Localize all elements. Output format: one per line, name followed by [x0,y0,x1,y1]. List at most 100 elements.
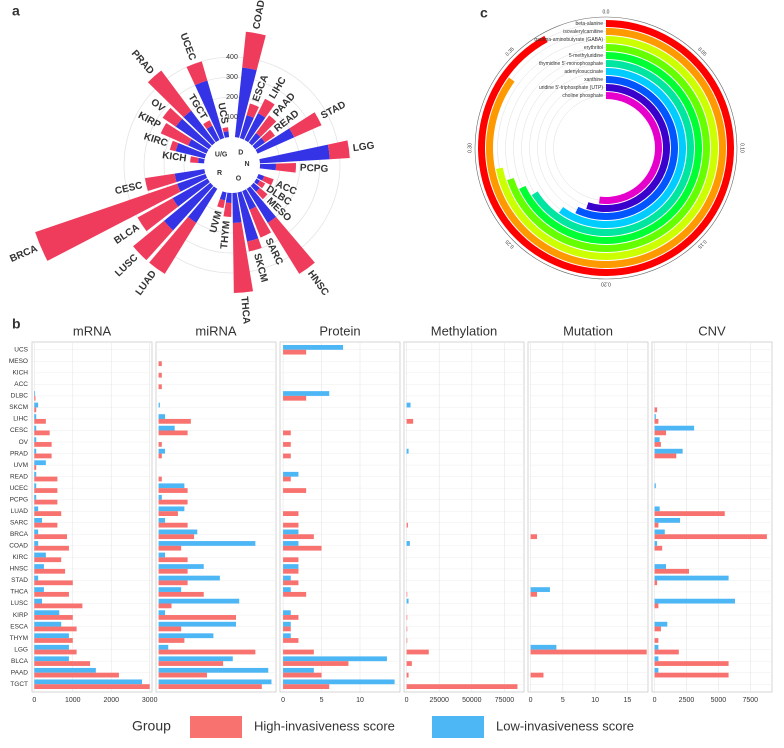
bar [654,644,659,650]
bar [34,679,142,685]
bar [654,649,679,655]
bar [34,615,73,620]
bar [34,661,91,666]
category-label: PAAD [11,669,29,676]
bar [34,499,58,505]
bar [158,545,182,551]
bar-low [252,137,266,150]
bar [34,603,83,609]
bar-high [217,198,226,209]
bar [654,598,735,604]
bar [34,414,37,419]
bar [283,476,291,482]
bar [34,656,69,662]
x-tick-label: 10 [356,697,364,704]
bar [158,598,240,604]
bar [34,402,39,408]
bar [34,418,46,424]
bar-low [248,132,261,146]
bar [34,476,58,482]
bar [158,448,166,454]
bar [158,534,195,540]
bar [654,621,668,627]
bar [158,684,262,689]
x-tick-label: 0.15 [696,238,707,249]
bar [654,529,665,535]
legend-label: Low-invasiveness score [496,718,634,733]
x-tick-label: 5 [561,697,565,704]
bar [34,430,50,436]
x-tick-label: 1000 [65,697,81,704]
bar [283,557,299,563]
bar [158,425,175,431]
facet-panel [527,341,649,693]
bar [34,483,37,489]
bar [34,610,60,616]
bar [158,453,162,459]
category-label: KICH [161,150,187,164]
bar [34,465,37,470]
category-label: READ [10,473,28,480]
bar [158,506,185,512]
bar [283,430,291,436]
bar-low [234,67,257,138]
x-tick-label: 2000 [103,697,119,704]
x-tick-label: 0.25 [504,238,515,249]
bar [406,448,409,454]
y-tick-label: 100 [226,114,238,121]
grid-circle [123,56,341,274]
category-label: UVM [14,462,28,469]
bar-low [237,191,259,242]
bar-low [188,186,218,223]
bar [530,649,647,655]
category-label: KIRP [13,612,28,619]
bar [406,402,411,408]
bar-high [242,31,266,71]
bar [654,407,658,413]
bar [34,552,46,558]
facet-title: Mutation [563,323,613,338]
x-tick-label: 0.05 [696,47,707,58]
bar-low [244,113,266,143]
bar [158,679,272,685]
bar-high [246,103,259,118]
bar [406,418,414,424]
bar [283,568,299,574]
facet-title: CNV [698,323,726,338]
bar-high [256,187,268,200]
grid-circle [163,96,301,234]
bar-high [147,70,192,118]
bar [283,564,299,569]
bar [34,587,44,592]
bar [654,430,667,436]
bar [406,661,412,666]
bar-high [261,129,275,143]
category-label: uridine 5'-triphosphate (UTP) [539,85,603,91]
bar [406,626,408,632]
category-label: DLBC [11,393,29,400]
bar [283,575,291,581]
bar [283,679,395,685]
bar [406,522,408,528]
bar [283,488,307,493]
facet-panel [651,341,773,693]
bar [158,442,162,447]
legend-label: High-invasiveness score [254,718,395,733]
bar [406,598,409,604]
bar [158,529,198,535]
group-label: N [244,161,249,168]
bar-high [255,115,277,137]
bar [34,541,39,546]
group-label: U/G [215,151,228,158]
bar [654,545,663,551]
facet-title: Methylation [431,323,497,338]
bar [530,534,538,540]
bar [283,684,330,689]
bar [158,603,172,609]
x-tick-label: 5 [320,697,324,704]
bar [158,541,256,546]
x-tick-label: 2500 [679,697,695,704]
bar [34,621,62,627]
bar [283,661,349,666]
bar-high [160,122,192,146]
